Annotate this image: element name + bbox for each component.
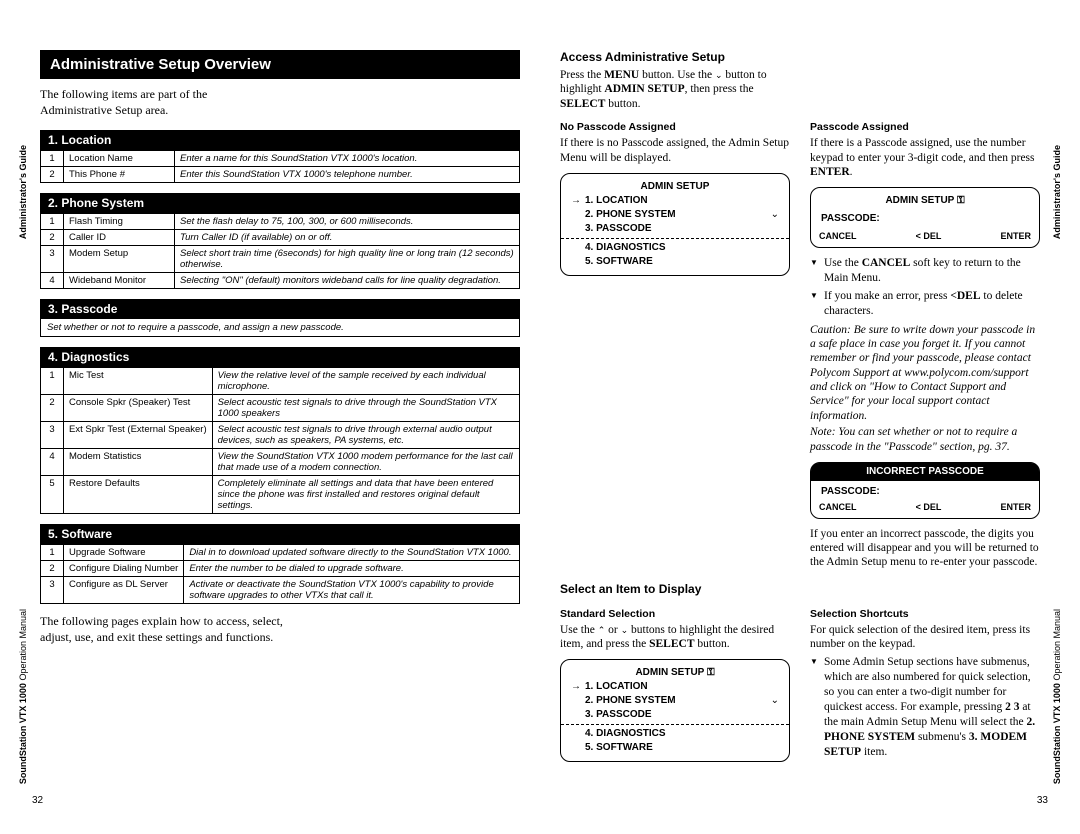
caution-note: Caution: Be sure to write down your pass… [810, 323, 1040, 424]
incorrect-passcode-text: If you enter an incorrect passcode, the … [810, 527, 1040, 570]
side-guide-right: Administrator's Guide [1052, 145, 1062, 239]
shortcut-bullet: Some Admin Setup sections have submenus,… [810, 655, 1040, 760]
selection-shortcuts-text: For quick selection of the desired item,… [810, 623, 1040, 652]
standard-selection-title: Standard Selection [560, 608, 790, 620]
access-title: Access Administrative Setup [560, 50, 1040, 64]
right-page: Access Administrative Setup Press the ME… [560, 50, 1040, 804]
software-table: 1Upgrade SoftwareDial in to download upd… [40, 544, 520, 604]
no-passcode-text: If there is no Passcode assigned, the Ad… [560, 136, 790, 165]
passcode-bullets: Use the CANCEL soft key to return to the… [810, 256, 1040, 319]
side-manual-left: SoundStation VTX 1000 Operation Manual [18, 609, 28, 784]
passcode-set-note: Note: You can set whether or not to requ… [810, 425, 1040, 454]
location-table: 1Location NameEnter a name for this Soun… [40, 150, 520, 183]
select-item-title: Select an Item to Display [560, 582, 1040, 596]
closing-text: The following pages explain how to acces… [40, 614, 304, 645]
section-location: 1. Location [40, 130, 520, 150]
phone-table: 1Flash TimingSet the flash delay to 75, … [40, 213, 520, 289]
passcode-note: Set whether or not to require a passcode… [40, 319, 520, 337]
key-icon: ⚿ [957, 195, 965, 206]
section-diagnostics: 4. Diagnostics [40, 347, 520, 367]
intro-text: The following items are part of the Admi… [40, 87, 280, 118]
lcd-incorrect-passcode: INCORRECT PASSCODE PASSCODE: CANCEL< DEL… [810, 462, 1040, 519]
lcd-passcode-entry: ADMIN SETUP ⚿ PASSCODE: CANCEL< DELENTER [810, 187, 1040, 248]
section-passcode: 3. Passcode [40, 299, 520, 319]
standard-selection-text: Use the ⌃ or ⌄ buttons to highlight the … [560, 623, 790, 652]
passcode-assigned-title: Passcode Assigned [810, 121, 1040, 133]
side-manual-right: SoundStation VTX 1000 Operation Manual [1052, 609, 1062, 784]
diagnostics-table: 1Mic TestView the relative level of the … [40, 367, 520, 514]
left-page: Administrative Setup Overview The follow… [40, 50, 520, 804]
side-guide-left: Administrator's Guide [18, 145, 28, 239]
lcd-admin-menu-2: ADMIN SETUP ⚿ →1. LOCATION 2. PHONE SYST… [560, 659, 790, 762]
no-passcode-title: No Passcode Assigned [560, 121, 790, 133]
key-icon: ⚿ [707, 667, 715, 678]
overview-title: Administrative Setup Overview [40, 50, 520, 79]
passcode-assigned-text: If there is a Passcode assigned, use the… [810, 136, 1040, 179]
selection-shortcuts-title: Selection Shortcuts [810, 608, 1040, 620]
lcd-admin-menu: ADMIN SETUP →1. LOCATION 2. PHONE SYSTEM… [560, 173, 790, 276]
section-software: 5. Software [40, 524, 520, 544]
section-phone: 2. Phone System [40, 193, 520, 213]
access-text: Press the MENU button. Use the ⌄ button … [560, 68, 790, 111]
